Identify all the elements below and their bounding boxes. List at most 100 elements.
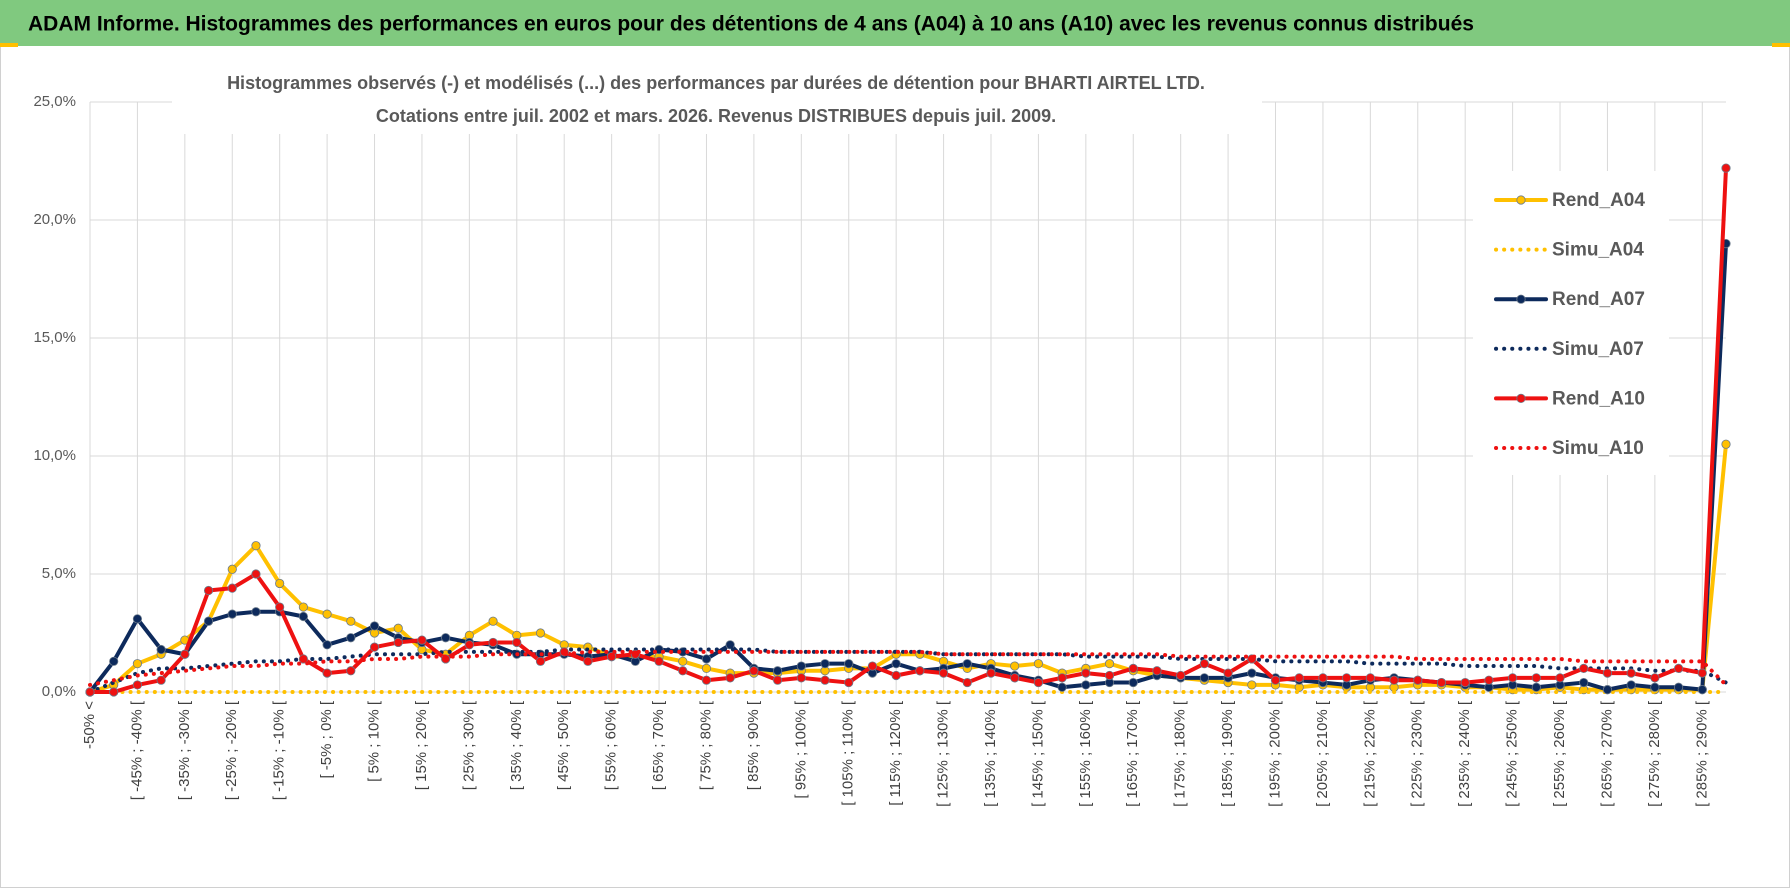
data-point (962, 677, 972, 688)
x-tick-label: [ 155% ; 160% [ (1077, 700, 1094, 807)
data-point (227, 564, 237, 574)
data-point (820, 659, 830, 669)
data-point (1294, 673, 1304, 683)
data-point (251, 607, 261, 617)
data-point (156, 675, 166, 685)
data-point (1436, 677, 1447, 688)
observed-line (88, 442, 1728, 694)
title-background (172, 68, 1262, 134)
x-tick-label: [ 255% ; 260% [ (1551, 700, 1568, 807)
x-tick-label: [ 185% ; 190% [ (1219, 700, 1236, 807)
data-point (1010, 661, 1020, 671)
data-point (298, 611, 308, 622)
chart-title: Histogrammes observés (-) et modélisés (… (227, 73, 1205, 93)
data-point (1650, 682, 1660, 692)
y-tick-label: 0,0% (42, 683, 76, 700)
data-point (962, 659, 972, 669)
data-point (417, 635, 427, 645)
data-point (1010, 673, 1020, 683)
header-title: ADAM Informe. Histogrammes des performan… (28, 13, 1474, 36)
data-point (1484, 675, 1494, 685)
data-point (251, 569, 261, 579)
x-tick-label: [ 275% ; 280% [ (1646, 700, 1663, 807)
data-point (796, 673, 806, 683)
x-tick-label: [ 145% ; 150% [ (1029, 700, 1046, 807)
data-point (749, 666, 759, 676)
data-point (369, 621, 380, 631)
data-point (1460, 677, 1470, 688)
x-tick-label: [ 235% ; 240% [ (1456, 700, 1473, 807)
data-point (132, 659, 143, 669)
x-tick-label: [ 25% ; 30% [ (460, 700, 477, 790)
x-tick-label: [ 65% ; 70% [ (650, 700, 667, 790)
data-point (1365, 673, 1375, 683)
x-tick-label: [ -35% ; -30% [ (176, 700, 193, 800)
data-point (1342, 673, 1352, 683)
data-point (203, 585, 214, 596)
data-point (1413, 675, 1423, 685)
data-point (488, 637, 498, 648)
data-point (583, 656, 593, 666)
data-point (346, 666, 356, 676)
data-point (1508, 673, 1518, 683)
legend-label: Rend_A04 (1552, 190, 1645, 211)
legend-marker (1516, 393, 1526, 403)
data-point (132, 680, 143, 690)
data-point (203, 616, 214, 626)
data-point (535, 656, 546, 666)
legend-background (1473, 171, 1669, 475)
x-tick-label: [ -45% ; -40% [ (128, 700, 145, 800)
y-tick-label: 10,0% (33, 447, 76, 464)
data-point (678, 656, 688, 666)
x-tick-label: [ 45% ; 50% [ (555, 700, 572, 790)
series-layer (85, 163, 1731, 697)
data-point (1579, 677, 1589, 688)
data-point (109, 656, 119, 666)
data-point (393, 637, 403, 648)
data-point (986, 668, 996, 678)
data-point (1602, 668, 1613, 678)
x-tick-label: [ 35% ; 40% [ (508, 700, 525, 790)
data-point (844, 659, 854, 669)
x-tick-label: [ 165% ; 170% [ (1124, 700, 1141, 807)
x-tick-label: [ 215% ; 220% [ (1361, 700, 1378, 807)
data-point (227, 609, 237, 619)
x-tick-label: [ 95% ; 100% [ (792, 700, 809, 798)
data-point (251, 541, 261, 551)
data-point (725, 673, 735, 683)
data-point (701, 654, 712, 664)
data-point (678, 666, 688, 676)
legend-marker (1516, 195, 1526, 205)
legend: Rend_A04 Simu_A04 Rend_A07 Simu_A07 Rend_A10… (1473, 171, 1669, 475)
legend-label: Simu_A10 (1552, 438, 1644, 459)
data-point (346, 616, 356, 626)
legend-label: Rend_A07 (1552, 289, 1645, 310)
data-point (607, 651, 617, 662)
data-point (1247, 680, 1257, 690)
y-tick-label: 5,0% (42, 565, 76, 582)
grid: 0,0% 5,0% 10,0% 15,0% 20,0% 25,0% -50% < [ -45%… (33, 93, 1726, 807)
data-point (180, 649, 190, 659)
chart-subtitle: Cotations entre juil. 2002 et mars. 2026… (376, 106, 1056, 126)
x-tick-label: [ 135% ; 140% [ (982, 700, 999, 807)
corner-accent (0, 43, 18, 47)
data-point (1104, 659, 1115, 669)
data-point (1033, 659, 1044, 669)
data-point (796, 661, 806, 671)
x-tick-label: [ 125% ; 130% [ (935, 700, 952, 807)
data-point (275, 578, 285, 589)
data-point (891, 670, 901, 681)
x-tick-label: [ 265% ; 270% [ (1598, 700, 1615, 807)
data-point (1057, 682, 1067, 692)
data-point (1531, 673, 1541, 683)
data-point (772, 675, 783, 685)
x-tick-label: [ 15% ; 20% [ (413, 700, 430, 790)
legend-label: Rend_A10 (1552, 388, 1645, 409)
legend-label: Simu_A04 (1552, 240, 1644, 261)
data-point (1626, 668, 1636, 678)
data-point (844, 677, 854, 688)
data-point (654, 656, 664, 666)
x-tick-label: [ 115% ; 120% [ (887, 700, 904, 806)
data-point (1247, 668, 1257, 678)
